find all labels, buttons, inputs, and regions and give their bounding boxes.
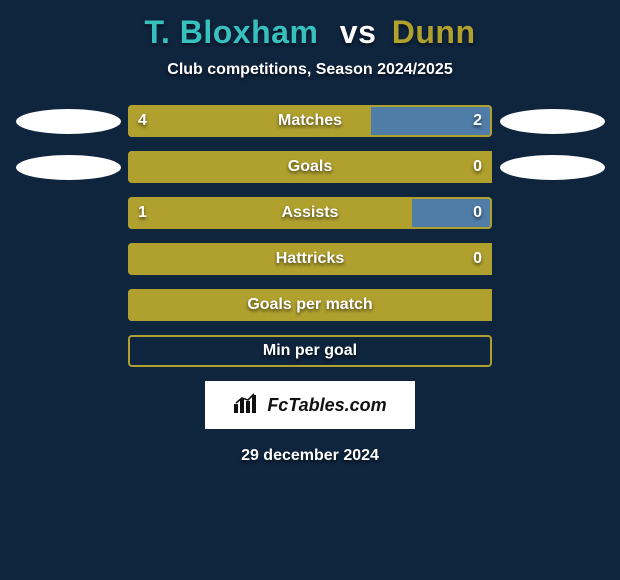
player1-name: T. Bloxham — [144, 14, 318, 50]
subtitle: Club competitions, Season 2024/2025 — [8, 61, 612, 79]
stat-value-left: 1 — [138, 197, 147, 229]
bar-fill-left — [128, 105, 371, 137]
stat-row: 42Matches — [8, 105, 612, 137]
stat-bar: Min per goal — [128, 335, 492, 367]
stat-bar: 10Assists — [128, 197, 492, 229]
chart-icon — [233, 392, 259, 419]
player2-name: Dunn — [392, 14, 476, 50]
stat-row: 0Hattricks — [8, 243, 612, 275]
stat-value-left: 4 — [138, 105, 147, 137]
avatar-slot-right — [492, 155, 612, 180]
bar-fill-left — [128, 243, 492, 275]
comparison-card: T. Bloxham vs Dunn Club competitions, Se… — [0, 0, 620, 580]
avatar-slot-left — [8, 155, 128, 180]
stat-value-right: 0 — [473, 197, 482, 229]
branding-badge: FcTables.com — [205, 381, 415, 429]
branding-text: FcTables.com — [267, 395, 386, 416]
stat-value-right: 2 — [473, 105, 482, 137]
stat-row: Goals per match — [8, 289, 612, 321]
stat-bar: Goals per match — [128, 289, 492, 321]
stat-bar: 0Hattricks — [128, 243, 492, 275]
bar-fill-left — [128, 197, 412, 229]
stat-row: Min per goal — [8, 335, 612, 367]
page-title: T. Bloxham vs Dunn — [8, 14, 612, 51]
bar-fill-left — [128, 151, 492, 183]
stat-label: Min per goal — [128, 335, 492, 367]
vs-text: vs — [340, 14, 377, 50]
stat-bar: 0Goals — [128, 151, 492, 183]
stat-rows: 42Matches0Goals10Assists0HattricksGoals … — [8, 105, 612, 367]
player1-avatar — [16, 109, 121, 134]
stat-value-right: 0 — [473, 151, 482, 183]
stat-value-right: 0 — [473, 243, 482, 275]
stat-bar: 42Matches — [128, 105, 492, 137]
player2-avatar — [500, 155, 605, 180]
avatar-slot-left — [8, 109, 128, 134]
player2-avatar — [500, 109, 605, 134]
avatar-slot-right — [492, 109, 612, 134]
date-text: 29 december 2024 — [8, 447, 612, 465]
stat-row: 0Goals — [8, 151, 612, 183]
bar-border — [128, 335, 492, 367]
stat-row: 10Assists — [8, 197, 612, 229]
player1-avatar — [16, 155, 121, 180]
bar-fill-left — [128, 289, 492, 321]
